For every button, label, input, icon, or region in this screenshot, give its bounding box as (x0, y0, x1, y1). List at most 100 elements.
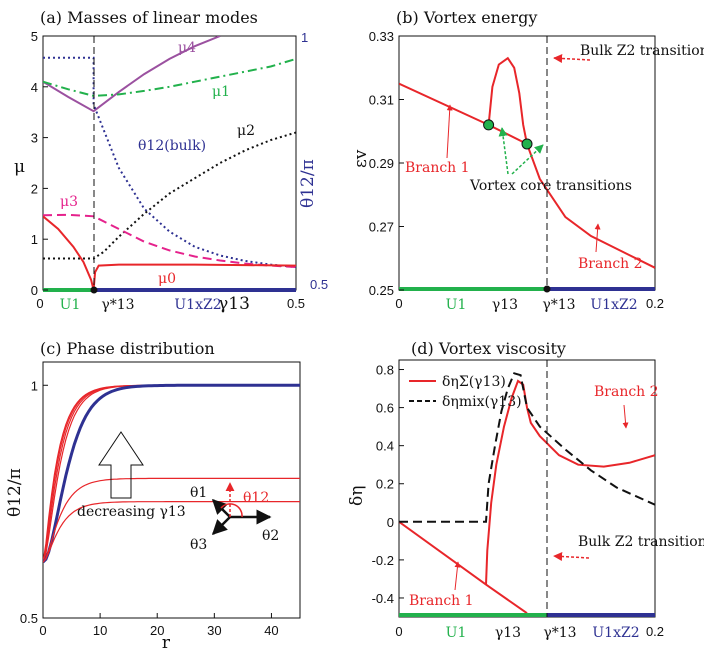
panel-d-y-ticks: -0.4 -0.2 0 0.2 0.4 0.6 0.8 (372, 363, 404, 606)
panel-d-phase-g13: γ13 (495, 625, 521, 641)
panel-c-decreasing-arrow (98, 431, 144, 499)
panel-d-ytick-1: -0.2 (372, 553, 394, 568)
inset-theta2: θ2 (262, 528, 279, 544)
panel-b-branch1-arrow (446, 104, 453, 159)
panel-d-branch2: Branch 2 (594, 384, 659, 400)
panel-b-core-arrow-2 (511, 144, 544, 175)
panel-a-label-mu2: μ2 (237, 123, 255, 139)
panel-c-xtick-1: 10 (93, 623, 107, 638)
panel-b-ytick-1: 0.27 (369, 220, 394, 235)
panel-a-label-mu4: μ4 (178, 40, 196, 56)
panel-a-series (43, 36, 296, 290)
inset-theta1-arrow (211, 498, 231, 518)
panel-d-xtick-1: 0.2 (646, 624, 664, 639)
panel-b-transition-marker-1 (521, 138, 533, 150)
panel-c-series (43, 383, 300, 564)
legend-label-mix: δηmix(γ13) (442, 394, 522, 410)
inset-theta1: θ1 (190, 485, 207, 501)
panel-d-ytick-2: 0 (387, 515, 394, 530)
panel-b-gamma-star-dot (543, 285, 551, 293)
panel-d-series (399, 372, 655, 615)
panel-a-xtick-0: 0 (36, 296, 43, 311)
panel-a-series-2 (43, 56, 296, 269)
panel-d-ytick-3: 0.2 (376, 477, 394, 492)
panel-c-xtick-4: 40 (264, 623, 278, 638)
panel-b-core-arrow-1 (498, 127, 509, 175)
panel-a-ytick-3: 3 (31, 131, 38, 146)
panel-c-y-ticks: 0.51 (20, 378, 48, 626)
inset-theta3: θ3 (190, 537, 207, 553)
panel-c-title: (c) Phase distribution (40, 339, 215, 358)
panel-c-ylabel: θ12/π (5, 468, 25, 517)
panel-c-ytick-0: 0.5 (20, 611, 38, 626)
panel-b: (b) Vortex energy 0.25 0.27 0.29 0.31 0.33 0… (351, 8, 704, 313)
panel-d-ytick-6: 0.8 (376, 363, 394, 378)
panel-d-phase-u1xz2: U1xZ2 (592, 625, 639, 641)
panel-b-bulk-arrow (553, 53, 591, 63)
panel-a-ytick-2: 2 (31, 181, 38, 196)
panel-b-phase-u1: U1 (446, 297, 467, 313)
panel-b-branch2: Branch 2 (578, 256, 643, 272)
panel-c-x-ticks: 0 10 20 30 40 (39, 613, 279, 638)
panel-d-series-1 (485, 379, 655, 585)
panel-b-phase-u1xz2: U1xZ2 (590, 297, 637, 313)
panel-c-ytick-1: 1 (31, 378, 38, 393)
panel-c-xlabel: r (162, 633, 171, 653)
panel-b-series-1 (487, 56, 655, 269)
panel-c-curve-5 (43, 477, 300, 563)
panel-b-ytick-4: 0.33 (369, 29, 394, 44)
panel-a-rtick-0: 0.5 (310, 277, 328, 292)
panel-a-series-4 (43, 213, 296, 269)
panel-a-phase-gstar: γ*13 (101, 297, 134, 313)
panel-a-gamma-star-dot (90, 286, 98, 294)
panel-a-label-mu0: μ0 (158, 271, 176, 287)
panel-a-label-theta: θ12(bulk) (138, 138, 206, 154)
panel-a-xtick-1: 0.5 (287, 296, 305, 311)
panel-a-label-mu3: μ3 (60, 194, 78, 210)
panel-d-ylabel: δη (347, 486, 367, 506)
panel-b-series-0 (399, 82, 528, 145)
panel-b-xtick-1: 0.2 (646, 296, 664, 311)
panel-a-series-5 (43, 215, 296, 290)
inset-theta12: θ12 (243, 490, 269, 506)
panel-b-title: (b) Vortex energy (396, 8, 537, 27)
panel-d-branch1: Branch 1 (409, 593, 474, 609)
panel-a-series-0 (43, 36, 221, 113)
panel-c-xtick-3: 30 (207, 623, 221, 638)
panel-a-ylabel: μ (14, 157, 25, 177)
panel-a-series-1 (43, 57, 296, 97)
panel-a-label-mu1: μ1 (212, 84, 230, 100)
panel-d-title: (d) Vortex viscosity (411, 339, 566, 358)
panel-d-branch1-arrow (454, 561, 461, 591)
panel-c-frame (42, 361, 301, 619)
panel-b-markers (483, 119, 533, 150)
panel-b-transition-marker-0 (483, 119, 495, 131)
panel-b-ytick-0: 0.25 (369, 283, 394, 298)
panel-b-xtick-0: 0 (395, 296, 402, 311)
panel-d-branch2-arrow (622, 404, 629, 429)
panel-a-ylabel-right: θ12/π (298, 159, 318, 208)
panel-d-phase-gstar: γ*13 (543, 625, 576, 641)
panel-c: (c) Phase distribution 0 10 20 30 40 0.51 θ1… (5, 339, 301, 653)
panel-d-xtick-0: 0 (395, 624, 402, 639)
panel-c-decreasing-label: decreasing γ13 (77, 504, 186, 520)
panel-a-phase-u1xz2: U1xZ2 (174, 297, 221, 313)
panel-d-legend: δηΣ(γ13) δηmix(γ13) (409, 374, 522, 410)
panel-b-core-label: Vortex core transitions (469, 178, 632, 194)
panel-d-bulk-label: Bulk Z2 transition (578, 534, 704, 550)
panel-a-rtick-1: 1 (301, 30, 308, 45)
panel-b-ytick-2: 0.29 (369, 156, 394, 171)
panel-d: (d) Vortex viscosity -0.4 -0.2 0 0.2 0.4 0.6 0… (347, 339, 704, 641)
panel-a-ytick-1: 1 (31, 232, 38, 247)
panel-c-inset: θ1 θ2 θ3 θ12 (190, 482, 279, 553)
panel-b-bulk-label: Bulk Z2 transition (580, 43, 704, 59)
panel-c-curve-6 (43, 501, 300, 563)
panel-d-series-2 (399, 372, 655, 523)
panel-a-series-3 (43, 131, 296, 260)
panel-b-y-ticks: 0.25 0.27 0.29 0.31 0.33 (369, 29, 404, 298)
panel-a-ytick-5: 5 (31, 29, 38, 44)
panel-c-xtick-2: 20 (150, 623, 164, 638)
panel-a-frame (42, 35, 297, 291)
